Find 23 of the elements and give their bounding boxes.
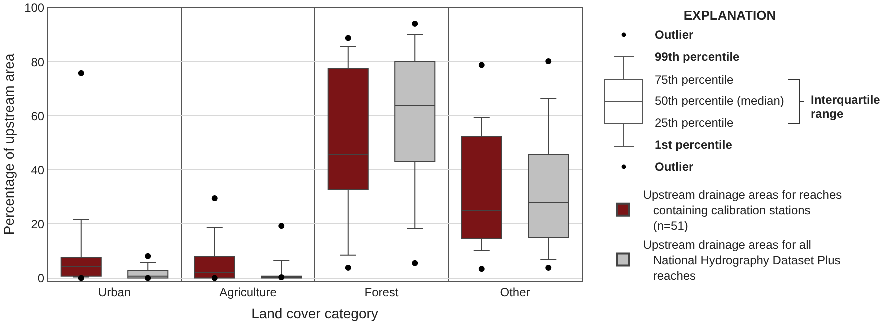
text: 25th percentile (655, 116, 734, 130)
y-tick-label: 0 (38, 272, 45, 286)
text: 75th percentile (655, 73, 734, 87)
y-axis-title: Percentage of upstream area (1, 54, 18, 236)
text: Outlier (655, 28, 694, 42)
x-axis-title: Land cover category (252, 306, 378, 322)
y-tick-label: 40 (31, 163, 45, 178)
y-tick-label: 100 (24, 1, 45, 16)
x-tick-label: Other (500, 285, 530, 300)
y-tick-label: 60 (31, 109, 45, 124)
legend-label: Upstream drainage areas for all National Hydrography Dataset Plus reaches (643, 238, 841, 283)
x-tick-label: Agriculture (220, 285, 278, 300)
legend-label: Upstream drainage areas for reaches containing calibration stations (n=51) (643, 188, 842, 234)
y-tick-label: 80 (31, 55, 45, 70)
legend-title: EXPLANATION (684, 8, 776, 23)
text: 99th percentile (655, 50, 740, 64)
text: Outlier (655, 160, 694, 174)
x-tick-label: Forest (364, 285, 400, 300)
y-tick-label: 20 (31, 217, 45, 232)
text: Interquartile range (811, 93, 880, 121)
text: 1st percentile (655, 138, 732, 152)
text: 50th percentile (median) (655, 94, 784, 108)
x-tick-label: Urban (98, 285, 132, 300)
